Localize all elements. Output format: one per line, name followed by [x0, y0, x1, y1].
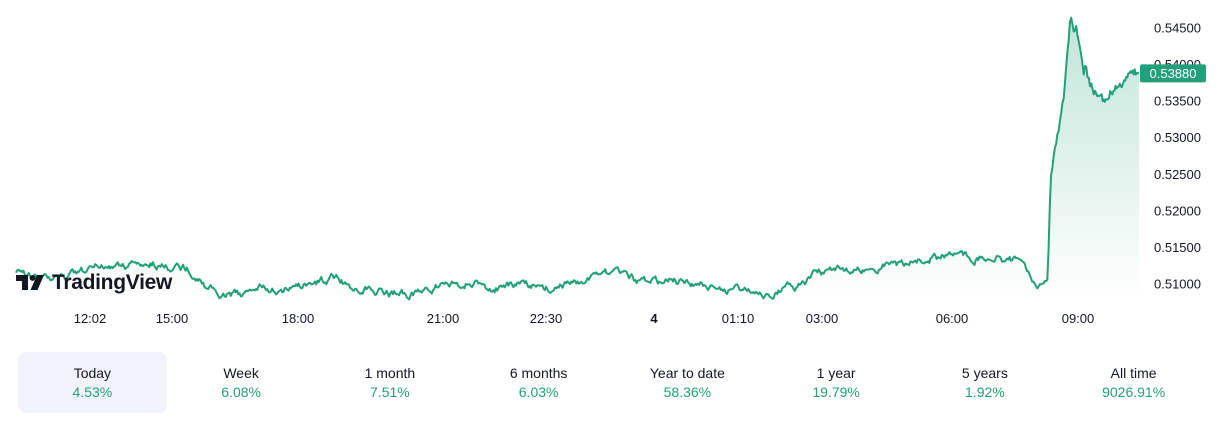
period-value: 58.36% [663, 384, 712, 400]
x-axis: 12:02 15:00 18:00 21:00 22:30 4 01:10 03:00 06:0… [74, 311, 1095, 326]
period-value: 1.92% [965, 384, 1005, 400]
y-tick-label: 0.52500 [1154, 167, 1201, 182]
last-price-value: 0.53880 [1150, 66, 1197, 81]
period-label: 6 months [509, 365, 568, 381]
performance-periods: Today 4.53% Week 6.08% 1 month 7.51% 6 m… [18, 352, 1208, 413]
x-tick-label: 03:00 [806, 311, 839, 326]
period-1-month[interactable]: 1 month 7.51% [316, 352, 465, 413]
chart-line-layer [15, 16, 1140, 301]
period-value: 19.79% [812, 384, 860, 400]
last-price-label: 0.53880 [1140, 64, 1206, 83]
x-tick-label: 18:00 [282, 311, 315, 326]
period-label: All time [1110, 365, 1157, 381]
period-label: Week [223, 365, 259, 381]
period-label: 1 month [364, 365, 416, 381]
tradingview-brand[interactable]: TradingView [16, 271, 172, 295]
chart-area-layer [16, 17, 1139, 300]
y-tick-label: 0.53000 [1154, 130, 1201, 145]
price-chart[interactable]: 0.545000.540000.535000.530000.525000.520… [0, 0, 1221, 340]
x-tick-label: 06:00 [936, 311, 969, 326]
period-week[interactable]: Week 6.08% [167, 352, 316, 413]
x-tick-label: 09:00 [1062, 311, 1095, 326]
period-5-years[interactable]: 5 years 1.92% [911, 352, 1060, 413]
period-value: 7.51% [370, 384, 410, 400]
x-tick-label: 01:10 [722, 311, 755, 326]
price-line [15, 16, 1140, 301]
x-tick-label: 22:30 [530, 311, 563, 326]
y-tick-label: 0.51500 [1154, 240, 1201, 255]
x-tick-label: 4 [650, 311, 658, 326]
price-area-fill [16, 17, 1139, 300]
period-year-to-date[interactable]: Year to date 58.36% [613, 352, 762, 413]
period-all-time[interactable]: All time 9026.91% [1059, 352, 1208, 413]
y-tick-label: 0.53500 [1154, 94, 1201, 109]
tradingview-logo-icon [16, 275, 44, 290]
period-label: Year to date [649, 365, 725, 381]
x-tick-label: 12:02 [74, 311, 107, 326]
period-1-year[interactable]: 1 year 19.79% [762, 352, 911, 413]
y-tick-label: 0.51000 [1154, 276, 1201, 291]
period-value: 6.03% [518, 384, 559, 400]
y-tick-label: 0.54500 [1154, 21, 1201, 36]
last-price-badge [1140, 64, 1206, 83]
y-axis: 0.545000.540000.535000.530000.525000.520… [1154, 21, 1201, 292]
period-label: 5 years [961, 365, 1008, 381]
y-tick-label: 0.52000 [1154, 203, 1201, 218]
period-6-months[interactable]: 6 months 6.03% [464, 352, 613, 413]
period-today[interactable]: Today 4.53% [18, 352, 167, 413]
brand-name: TradingView [52, 271, 173, 294]
period-label: 1 year [816, 365, 856, 381]
period-value: 4.53% [72, 384, 113, 400]
x-tick-label: 15:00 [156, 311, 189, 326]
period-value: 6.08% [221, 384, 261, 400]
period-value: 9026.91% [1102, 384, 1166, 400]
period-label: Today [73, 365, 112, 381]
x-tick-label: 21:00 [427, 311, 460, 326]
